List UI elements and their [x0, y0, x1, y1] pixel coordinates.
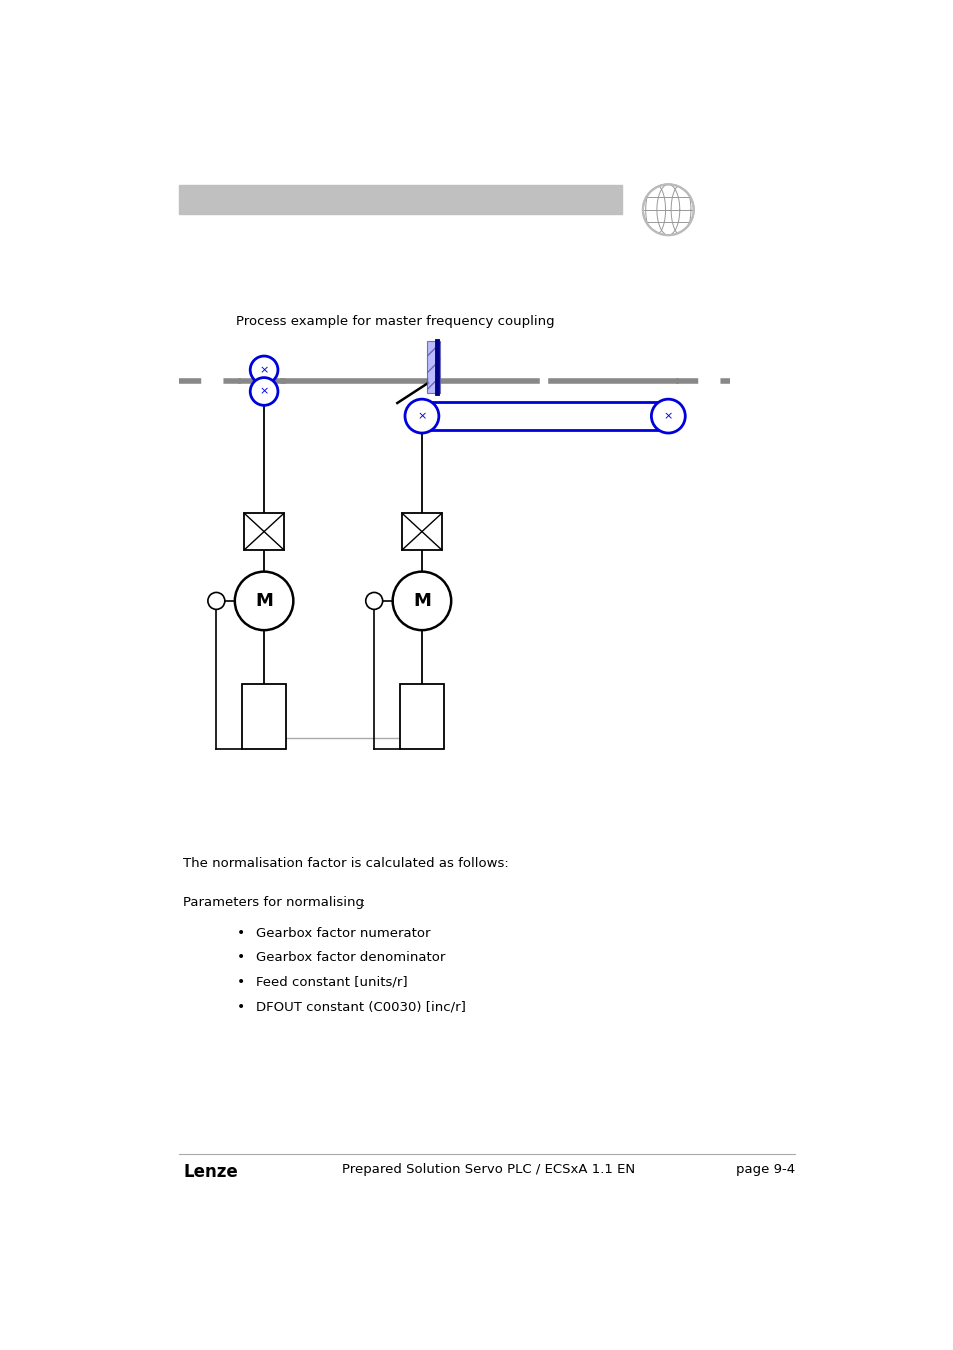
Text: •: •	[236, 926, 245, 940]
Text: Parameters for normalising: Parameters for normalising	[183, 896, 364, 909]
Bar	[427, 342, 439, 393]
Circle shape	[250, 378, 277, 405]
Circle shape	[651, 400, 684, 433]
Text: The normalisation factor is calculated as follows:: The normalisation factor is calculated a…	[183, 857, 509, 871]
Text: Prepared Solution Servo PLC / ECSxA 1.1 EN: Prepared Solution Servo PLC / ECSxA 1.1 …	[342, 1162, 635, 1176]
Circle shape	[405, 400, 438, 433]
Text: Gearbox factor denominator: Gearbox factor denominator	[256, 952, 445, 964]
Text: Gearbox factor numerator: Gearbox factor numerator	[256, 926, 431, 940]
Text: DFOUT constant (C0030) [inc/r]: DFOUT constant (C0030) [inc/r]	[256, 1000, 466, 1014]
Bar	[399, 683, 444, 749]
Circle shape	[393, 571, 451, 630]
Text: page 9-4: page 9-4	[736, 1162, 795, 1176]
Text: ×: ×	[416, 412, 426, 421]
Text: ×: ×	[663, 412, 672, 421]
Bar	[244, 513, 284, 549]
Circle shape	[250, 356, 277, 383]
Text: •: •	[236, 950, 245, 964]
Text: ×: ×	[259, 364, 269, 375]
Text: •: •	[236, 975, 245, 990]
Bar	[179, 185, 621, 215]
Bar	[401, 513, 441, 549]
Text: Process example for master frequency coupling: Process example for master frequency cou…	[235, 315, 554, 328]
Text: Feed constant [units/r]: Feed constant [units/r]	[256, 976, 408, 990]
Text: •: •	[236, 999, 245, 1014]
Text: M: M	[254, 591, 273, 610]
Circle shape	[234, 571, 293, 630]
Circle shape	[208, 593, 225, 609]
Text: Lenze: Lenze	[183, 1162, 237, 1181]
Text: ×: ×	[259, 386, 269, 397]
Circle shape	[365, 593, 382, 609]
Text: :: :	[360, 896, 364, 909]
Circle shape	[642, 185, 693, 235]
Text: M: M	[413, 591, 431, 610]
Bar	[241, 683, 286, 749]
